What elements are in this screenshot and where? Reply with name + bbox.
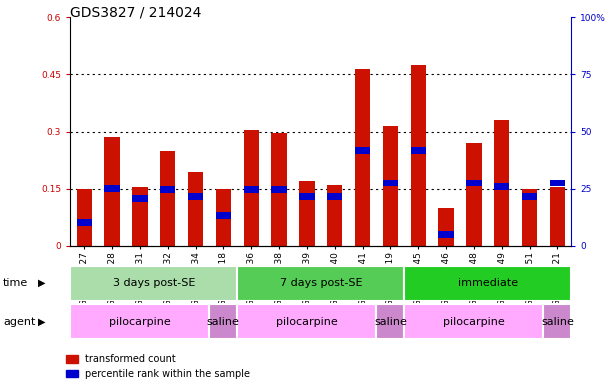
Bar [188,172,203,246]
Bar [355,69,370,246]
Bar [438,208,454,246]
Bar [299,181,315,246]
Bar [216,189,231,246]
Bar [327,193,342,200]
Bar [160,151,175,246]
Bar [382,126,398,246]
Text: 7 days post-SE: 7 days post-SE [279,278,362,288]
Bar [76,189,92,246]
Bar [244,186,259,193]
Bar [522,193,537,200]
Text: GDS3827 / 214024: GDS3827 / 214024 [70,6,202,20]
Bar [104,185,120,192]
Bar [522,189,537,246]
Text: 3 days post-SE: 3 days post-SE [112,278,195,288]
Bar [550,187,565,246]
Bar [76,220,92,226]
Bar [299,193,315,200]
Text: saline: saline [207,316,240,327]
Text: time: time [3,278,28,288]
Bar [132,195,147,202]
Bar [494,183,510,190]
Text: saline: saline [541,316,574,327]
Text: pilocarpine: pilocarpine [109,316,170,327]
Text: ▶: ▶ [38,316,45,327]
Bar [376,304,404,339]
Text: ▶: ▶ [38,278,45,288]
Text: immediate: immediate [458,278,518,288]
Bar [160,186,175,193]
Bar [404,266,571,301]
Bar [237,266,404,301]
Text: pilocarpine: pilocarpine [443,316,505,327]
Bar [550,179,565,186]
Bar [104,137,120,246]
Bar [271,186,287,193]
Bar [216,212,231,219]
Legend: transformed count, percentile rank within the sample: transformed count, percentile rank withi… [66,354,251,379]
Bar [188,193,203,200]
Bar [411,65,426,246]
Bar [404,304,543,339]
Text: agent: agent [3,316,35,327]
Bar [466,179,481,186]
Bar [466,143,481,246]
Bar [355,147,370,154]
Text: pilocarpine: pilocarpine [276,316,338,327]
Bar [271,133,287,246]
Text: saline: saline [374,316,407,327]
Bar [543,304,571,339]
Bar [132,187,147,246]
Bar [210,304,237,339]
Bar [382,179,398,186]
Bar [244,130,259,246]
Bar [494,120,510,246]
Bar [327,185,342,246]
Bar [438,231,454,238]
Bar [411,147,426,154]
Bar [70,304,210,339]
Bar [70,266,237,301]
Bar [237,304,376,339]
